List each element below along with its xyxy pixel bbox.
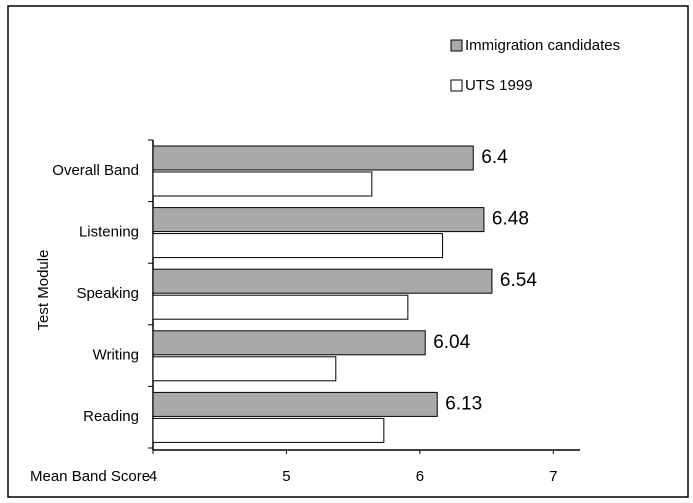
legend-label: Immigration candidates <box>465 37 620 54</box>
bar <box>152 294 409 320</box>
data-label: 6.13 <box>445 393 482 414</box>
legend-swatch <box>450 39 463 52</box>
legend-label: UTS 1999 <box>465 77 533 94</box>
data-label: 6.54 <box>500 270 537 291</box>
x-tick-label: 4 <box>149 468 157 485</box>
bar <box>152 171 373 197</box>
bar <box>152 391 438 417</box>
legend-swatch <box>450 79 463 92</box>
x-tick-label: 7 <box>549 468 557 485</box>
y-tick-label: Listening <box>79 223 139 240</box>
y-tick-label: Overall Band <box>52 162 139 179</box>
y-tick-label: Reading <box>83 408 139 425</box>
x-tick-label: 6 <box>416 468 424 485</box>
y-tick-label: Writing <box>93 347 139 364</box>
x-tick-label: 5 <box>282 468 290 485</box>
data-label: 6.04 <box>433 332 470 353</box>
y-tick-label: Speaking <box>76 285 139 302</box>
bar <box>152 268 493 294</box>
y-axis-label: Test Module <box>35 250 52 331</box>
bar <box>152 330 426 356</box>
bar <box>152 233 444 259</box>
data-label: 6.48 <box>492 209 529 230</box>
data-label: 6.4 <box>481 147 508 168</box>
bar <box>152 417 385 443</box>
bar <box>152 145 474 171</box>
bar <box>152 356 337 382</box>
bar <box>152 207 485 233</box>
x-axis-label: Mean Band Score <box>30 468 150 485</box>
